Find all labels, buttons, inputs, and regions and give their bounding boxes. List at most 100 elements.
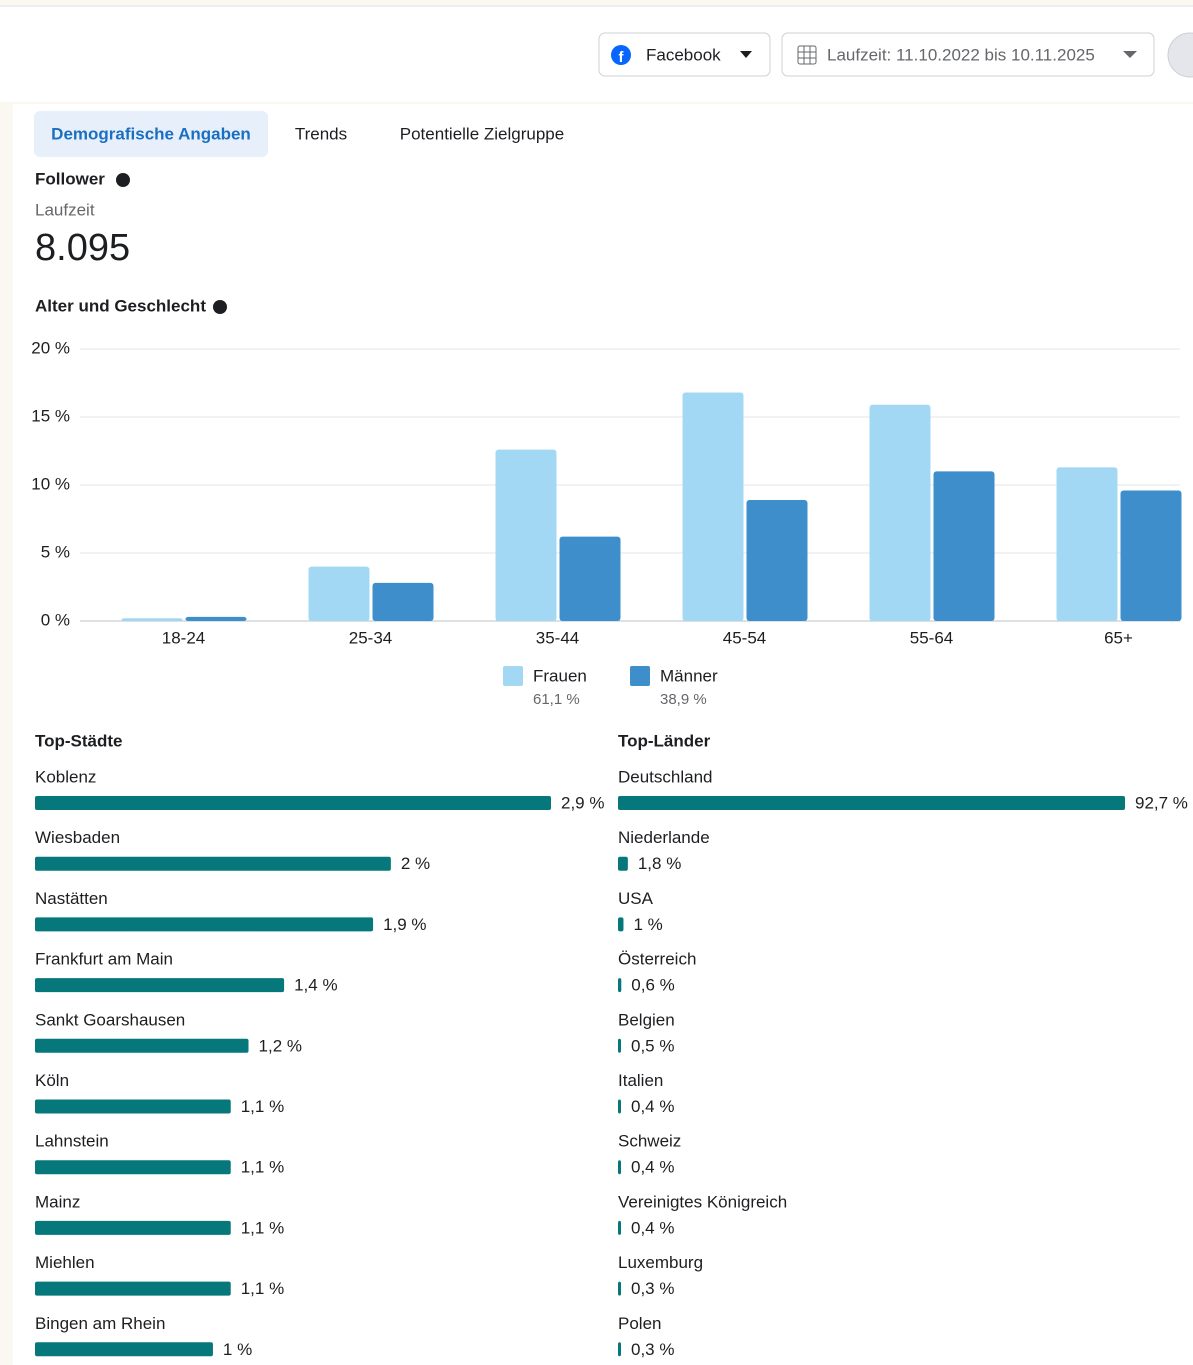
list-bar	[618, 1342, 621, 1357]
bar	[1056, 467, 1118, 621]
chart-title: Alter und Geschlecht	[35, 296, 206, 315]
facebook-icon	[611, 45, 631, 65]
list-bar	[35, 1038, 249, 1053]
list-item-name: Niederlande	[618, 828, 710, 847]
list-item-name: Bingen am Rhein	[35, 1314, 165, 1333]
list-value-label: 0,4 %	[631, 1097, 674, 1116]
list-value-label: 1,1 %	[241, 1279, 284, 1298]
list-bar	[35, 1160, 231, 1175]
legend-label: Frauen	[533, 666, 587, 685]
list-item-name: Mainz	[35, 1192, 80, 1211]
list-bar	[35, 917, 374, 932]
list-bar	[618, 1160, 621, 1175]
info-icon[interactable]	[116, 173, 130, 187]
x-tick-label: 65+	[1104, 628, 1133, 647]
tab[interactable]: Potentielle Zielgruppe	[400, 124, 564, 143]
button-frame	[598, 32, 771, 77]
list-item-name: Luxemburg	[618, 1253, 703, 1272]
list-title: Top-Städte	[35, 731, 123, 750]
date-range-selector[interactable]: Laufzeit: 11.10.2022 bis 10.11.2025	[781, 32, 1155, 77]
panel	[13, 104, 1193, 1365]
legend-swatch	[630, 666, 650, 686]
list-item-name: Koblenz	[35, 767, 96, 786]
list-value-label: 0,4 %	[631, 1158, 674, 1177]
list-value-label: 1 %	[633, 915, 662, 934]
section-title: Follower	[35, 169, 105, 188]
list-value-label: 1,2 %	[259, 1036, 302, 1055]
bar	[559, 536, 621, 621]
button-frame	[781, 32, 1155, 77]
y-tick-label: 15 %	[31, 406, 70, 425]
bar	[372, 582, 434, 621]
bar	[308, 566, 370, 621]
bar	[682, 392, 744, 621]
avatar[interactable]	[1167, 32, 1193, 78]
list-value-label: 0,6 %	[631, 976, 674, 995]
platform-selector[interactable]: f Facebook	[598, 32, 771, 77]
list-bar	[618, 1220, 621, 1235]
list-value-label: 0,4 %	[631, 1218, 674, 1237]
list-bar	[618, 917, 624, 932]
list-item-name: Frankfurt am Main	[35, 950, 173, 969]
list-item-name: USA	[618, 889, 654, 908]
list-value-label: 1,9 %	[383, 915, 426, 934]
list-bar	[35, 1099, 231, 1114]
list-value-label: 1,1 %	[241, 1158, 284, 1177]
list-value-label: 1,1 %	[241, 1097, 284, 1116]
x-tick-label: 35-44	[536, 628, 579, 647]
list-value-label: 2 %	[401, 854, 430, 873]
sublabel: Laufzeit	[35, 200, 95, 219]
bar	[933, 471, 995, 621]
bar	[746, 499, 808, 621]
list-item-name: Sankt Goarshausen	[35, 1010, 185, 1029]
legend-share: 38,9 %	[660, 691, 707, 708]
list-bar	[618, 856, 628, 871]
tab[interactable]: Demografische Angaben	[51, 124, 251, 143]
x-tick-label: 45-54	[723, 628, 766, 647]
y-tick-label: 20 %	[31, 338, 70, 357]
list-value-label: 0,5 %	[631, 1036, 674, 1055]
list-item-name: Italien	[618, 1071, 663, 1090]
list-value-label: 1,8 %	[638, 854, 681, 873]
list-bar	[35, 978, 285, 993]
list-value-label: 1,4 %	[294, 976, 337, 995]
platform-label: Facebook	[646, 45, 721, 64]
list-value-label: 92,7 %	[1135, 793, 1188, 812]
list-title: Top-Länder	[618, 731, 711, 750]
list-value-label: 1,1 %	[241, 1218, 284, 1237]
x-tick-label: 18-24	[162, 628, 205, 647]
y-tick-label: 10 %	[31, 474, 70, 493]
active-tab-bg	[34, 111, 268, 157]
list-item-name: Schweiz	[618, 1132, 681, 1151]
list-item-name: Belgien	[618, 1010, 675, 1029]
bar	[121, 618, 183, 621]
dropdown-arrow	[740, 51, 752, 58]
list-item-name: Deutschland	[618, 767, 713, 786]
info-icon[interactable]	[213, 300, 227, 314]
list-value-label: 2,9 %	[561, 793, 604, 812]
list-item-name: Lahnstein	[35, 1132, 109, 1151]
list-value-label: 0,3 %	[631, 1340, 674, 1359]
tab[interactable]: Trends	[295, 124, 347, 143]
bar	[1120, 490, 1182, 621]
y-tick-label: 5 %	[41, 542, 70, 561]
list-bar	[618, 978, 622, 993]
list-item-name: Polen	[618, 1314, 661, 1333]
list-bar	[618, 1099, 621, 1114]
list-value-label: 0,3 %	[631, 1279, 674, 1298]
legend-label: Männer	[660, 666, 718, 685]
follower-count: 8.095	[35, 227, 130, 269]
list-bar	[35, 1220, 231, 1235]
list-value-label: 1 %	[223, 1340, 252, 1359]
list-bar	[618, 1281, 621, 1296]
list-item-name: Nastätten	[35, 889, 108, 908]
legend-swatch	[503, 666, 523, 686]
facebook-icon-letter: f	[619, 49, 625, 66]
y-tick-label: 0 %	[41, 610, 70, 629]
list-bar	[35, 856, 391, 871]
bar	[869, 404, 931, 621]
list-item-name: Köln	[35, 1071, 69, 1090]
list-bar	[35, 1281, 231, 1296]
list-item-name: Österreich	[618, 950, 696, 969]
